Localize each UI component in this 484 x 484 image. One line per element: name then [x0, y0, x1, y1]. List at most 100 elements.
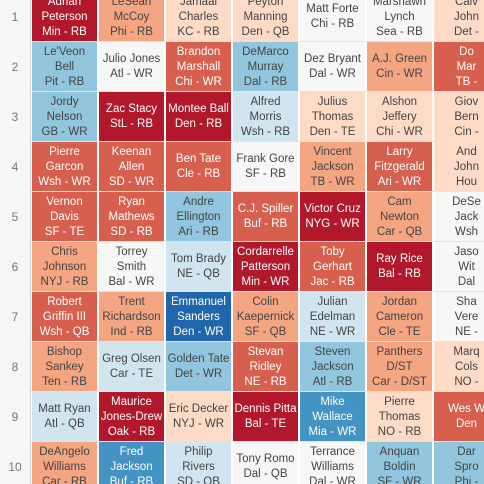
pick-cell[interactable]: Colin Kaepernick SF - QB — [233, 292, 299, 342]
round-number: 7 — [0, 292, 31, 342]
round-number: 9 — [0, 392, 31, 442]
row-divider — [31, 41, 484, 42]
pick-cell[interactable]: And John Hou — [434, 142, 484, 192]
pick-cell[interactable]: Dez Bryant Dal - WR — [300, 42, 366, 92]
round-number: 2 — [0, 42, 31, 92]
pick-cell[interactable]: DeSe Jack Wsh — [434, 192, 484, 242]
pick-cell[interactable]: Tom Brady NE - QB — [166, 242, 232, 292]
table-row: 4 Pierre Garcon Wsh - WR Keenan Allen SD -… — [0, 142, 484, 192]
round-number: 1 — [0, 0, 31, 42]
pick-cell[interactable]: LeSean McCoy Phi - RB — [99, 0, 165, 42]
table-row: 3 Jordy Nelson GB - WR Zac Stacy StL - RB M… — [0, 92, 484, 142]
pick-cell[interactable]: Giov Bern Cin - — [434, 92, 484, 142]
pick-cell[interactable]: Cordarrelle Patterson Min - WR — [233, 242, 299, 292]
pick-cell[interactable]: Toby Gerhart Jac - RB — [300, 242, 366, 292]
pick-cell[interactable]: Peyton Manning Den - QB — [233, 0, 299, 42]
pick-cell[interactable]: Dennis Pitta Bal - TE — [233, 392, 299, 442]
pick-cell[interactable]: Emmanuel Sanders Den - WR — [166, 292, 232, 342]
pick-cell[interactable]: Sha Vere NE - — [434, 292, 484, 342]
row-divider — [31, 241, 484, 242]
pick-cell[interactable]: Chris Johnson NYJ - RB — [32, 242, 98, 292]
pick-cell[interactable]: Jaso Wit Dal — [434, 242, 484, 292]
pick-cell[interactable]: Jordan Cameron Cle - TE — [367, 292, 433, 342]
pick-cell[interactable]: Philip Rivers SD - QB — [166, 442, 232, 484]
pick-cell[interactable]: Steven Jackson Atl - RB — [300, 342, 366, 392]
pick-cell[interactable]: Ryan Mathews SD - RB — [99, 192, 165, 242]
pick-cell[interactable]: DeMarco Murray Dal - RB — [233, 42, 299, 92]
table-row: 7 Robert Griffin III Wsh - QB Trent Richar… — [0, 292, 484, 342]
pick-cell[interactable]: Mike Wallace Mia - WR — [300, 392, 366, 442]
pick-cell[interactable]: Pierre Thomas NO - RB — [367, 392, 433, 442]
pick-cell[interactable]: Julio Jones Atl - WR — [99, 42, 165, 92]
table-row: 2 Le'Veon Bell Pit - RB Julio Jones Atl - … — [0, 42, 484, 92]
pick-cell[interactable]: Panthers D/ST Car - D/ST — [367, 342, 433, 392]
row-divider — [31, 191, 484, 192]
table-row: 10 DeAngelo Williams Car - RB Fred Jackson… — [0, 442, 484, 484]
pick-cell[interactable]: Alshon Jeffery Chi - WR — [367, 92, 433, 142]
round-number: 3 — [0, 92, 31, 142]
round-number: 5 — [0, 192, 31, 242]
pick-cell[interactable]: Alfred Morris Wsh - RB — [233, 92, 299, 142]
round-number: 6 — [0, 242, 31, 292]
pick-cell[interactable]: Julian Edelman NE - WR — [300, 292, 366, 342]
pick-cell[interactable]: Matt Forte Chi - RB — [300, 0, 366, 42]
row-divider — [31, 291, 484, 292]
round-number: 4 — [0, 142, 31, 192]
pick-cell[interactable]: Andre Ellington Ari - RB — [166, 192, 232, 242]
pick-cell[interactable]: Le'Veon Bell Pit - RB — [32, 42, 98, 92]
table-row: 8 Bishop Sankey Ten - RB Greg Olsen Car - … — [0, 342, 484, 392]
row-divider — [31, 341, 484, 342]
pick-cell[interactable]: Vincent Jackson TB - WR — [300, 142, 366, 192]
pick-cell[interactable]: Brandon Marshall Chi - WR — [166, 42, 232, 92]
pick-cell[interactable]: Maurice Jones-Drew Oak - RB — [99, 392, 165, 442]
table-row: 9 Matt Ryan Atl - QB Maurice Jones-Drew Oa… — [0, 392, 484, 442]
pick-cell[interactable]: Golden Tate Det - WR — [166, 342, 232, 392]
row-divider — [31, 91, 484, 92]
pick-cell[interactable]: Cam Newton Car - QB — [367, 192, 433, 242]
pick-cell[interactable]: Vernon Davis SF - TE — [32, 192, 98, 242]
row-divider — [31, 141, 484, 142]
pick-cell[interactable]: Ben Tate Cle - RB — [166, 142, 232, 192]
pick-cell[interactable]: Pierre Garcon Wsh - WR — [32, 142, 98, 192]
pick-cell[interactable]: Frank Gore SF - RB — [233, 142, 299, 192]
pick-cell[interactable]: Matt Ryan Atl - QB — [32, 392, 98, 442]
pick-cell[interactable]: Stevan Ridley NE - RB — [233, 342, 299, 392]
pick-cell[interactable]: Greg Olsen Car - TE — [99, 342, 165, 392]
pick-cell[interactable]: Zac Stacy StL - RB — [99, 92, 165, 142]
pick-cell[interactable]: Trent Richardson Ind - RB — [99, 292, 165, 342]
pick-cell[interactable]: Eric Decker NYJ - WR — [166, 392, 232, 442]
pick-cell[interactable]: Keenan Allen SD - WR — [99, 142, 165, 192]
table-row: 5 Vernon Davis SF - TE Ryan Mathews SD - R… — [0, 192, 484, 242]
pick-cell[interactable]: Wes W Den — [434, 392, 484, 442]
table-row: 1 Adrian Peterson Min - RB LeSean McCoy Ph… — [0, 0, 484, 42]
pick-cell[interactable]: Montee Ball Den - RB — [166, 92, 232, 142]
pick-cell[interactable]: A.J. Green Cin - WR — [367, 42, 433, 92]
pick-cell[interactable]: Adrian Peterson Min - RB — [32, 0, 98, 42]
pick-cell[interactable]: Bishop Sankey Ten - RB — [32, 342, 98, 392]
pick-cell[interactable]: Torrey Smith Bal - WR — [99, 242, 165, 292]
pick-cell[interactable]: Dar Spro Phi - — [434, 442, 484, 484]
pick-cell[interactable]: Ray Rice Bal - RB — [367, 242, 433, 292]
pick-cell[interactable]: Marq Cols NO - — [434, 342, 484, 392]
pick-cell[interactable]: Tony Romo Dal - QB — [233, 442, 299, 484]
pick-cell[interactable]: Jamaal Charles KC - RB — [166, 0, 232, 42]
pick-cell[interactable]: Fred Jackson Buf - RB — [99, 442, 165, 484]
pick-cell[interactable]: Terrance Williams Dal - WR — [300, 442, 366, 484]
round-number: 10 — [0, 442, 31, 484]
pick-cell[interactable]: Do Mar TB - — [434, 42, 484, 92]
pick-cell[interactable]: Larry Fitzgerald Ari - WR — [367, 142, 433, 192]
pick-cell[interactable]: Victor Cruz NYG - WR — [300, 192, 366, 242]
pick-cell[interactable]: Robert Griffin III Wsh - QB — [32, 292, 98, 342]
pick-cell[interactable]: Marshawn Lynch Sea - RB — [367, 0, 433, 42]
pick-cell[interactable]: Calv John Det - — [434, 0, 484, 42]
pick-cell[interactable]: C.J. Spiller Buf - RB — [233, 192, 299, 242]
round-number: 8 — [0, 342, 31, 392]
row-divider — [31, 391, 484, 392]
pick-cell[interactable]: DeAngelo Williams Car - RB — [32, 442, 98, 484]
row-divider — [31, 441, 484, 442]
pick-cell[interactable]: Julius Thomas Den - TE — [300, 92, 366, 142]
pick-cell[interactable]: Anquan Boldin SF - WR — [367, 442, 433, 484]
pick-cell[interactable]: Jordy Nelson GB - WR — [32, 92, 98, 142]
table-row: 6 Chris Johnson NYJ - RB Torrey Smith Bal … — [0, 242, 484, 292]
